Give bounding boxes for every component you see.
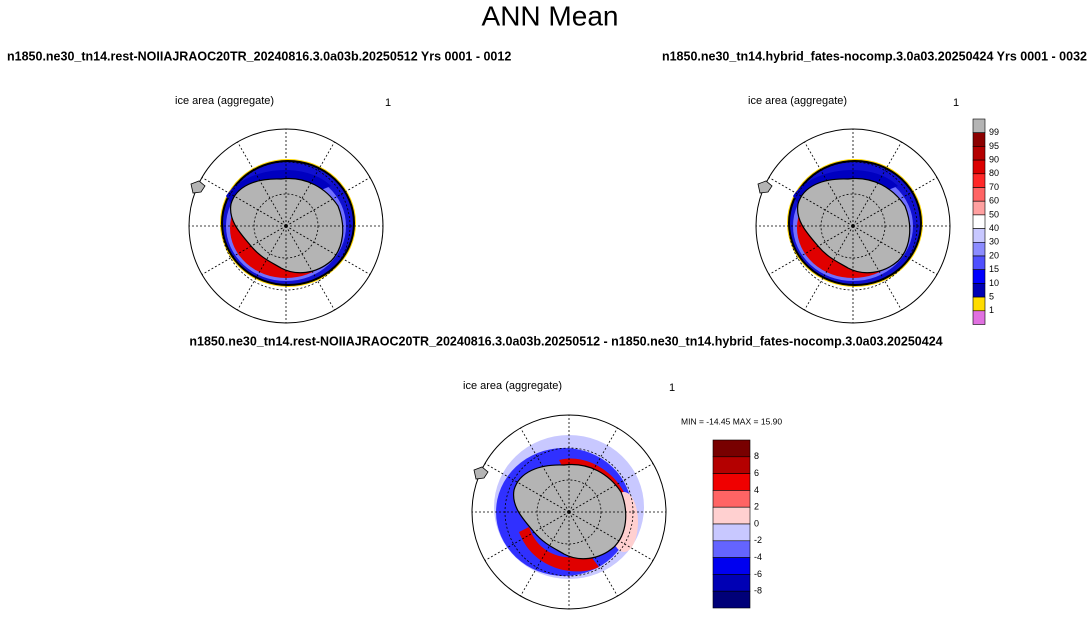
- land: [473, 466, 489, 480]
- map-title: ice area (aggregate): [463, 380, 562, 392]
- graticule: [568, 511, 654, 561]
- graticule: [484, 463, 570, 513]
- map-title: ice area (aggregate): [175, 95, 274, 107]
- graticule: [520, 427, 570, 513]
- graticule: [568, 463, 654, 513]
- graticule: [852, 141, 902, 227]
- colorbar-swatch: [972, 187, 986, 202]
- colorbar-label: 80: [989, 168, 999, 178]
- colorbar-swatch: [972, 269, 986, 284]
- colorbar-swatch: [972, 310, 986, 325]
- colorbar-label: 95: [989, 141, 999, 151]
- graticule: [285, 225, 335, 311]
- graticule: [520, 511, 570, 597]
- colorbar-swatch: [972, 296, 986, 312]
- colorbar-swatch: [712, 473, 751, 491]
- colorbar-label: 8: [754, 451, 759, 461]
- colorbar-label: 5: [989, 291, 994, 301]
- polar-map: [755, 128, 951, 324]
- colorbar-swatch: [712, 590, 751, 609]
- colorbar-label: 15: [989, 264, 999, 274]
- colorbar-label: 99: [989, 127, 999, 137]
- panel-header: n1850.ne30_tn14.hybrid_fates-nocomp.3.0a…: [662, 49, 1087, 63]
- panel-header: n1850.ne30_tn14.rest-NOIIAJRAOC20TR_2024…: [189, 334, 942, 348]
- polar-map: [188, 128, 384, 324]
- colorbar-swatch: [972, 132, 986, 147]
- graticule: [201, 177, 287, 227]
- figure-title: ANN Mean: [482, 0, 619, 31]
- colorbar-swatch: [712, 456, 751, 474]
- colorbar-swatch: [712, 439, 751, 458]
- graticule: [852, 177, 938, 227]
- colorbar-swatch: [972, 228, 986, 243]
- colorbar-swatch: [972, 159, 986, 175]
- colorbar-label: 90: [989, 154, 999, 164]
- graticule: [285, 177, 371, 227]
- graticule: [285, 141, 335, 227]
- colorbar-label: 70: [989, 182, 999, 192]
- map-number: 1: [669, 382, 675, 394]
- colorbar-label: 2: [754, 502, 759, 512]
- land: [190, 180, 206, 194]
- colorbar-swatch: [972, 214, 986, 229]
- graticule: [768, 177, 854, 227]
- colorbar-label: 10: [989, 278, 999, 288]
- colorbar-label: -2: [754, 535, 762, 545]
- colorbar-swatch: [712, 540, 751, 558]
- colorbar-label: 0: [754, 518, 759, 528]
- colorbar-label: -4: [754, 552, 762, 562]
- maps: [188, 128, 951, 610]
- colorbar-label: 30: [989, 237, 999, 247]
- colorbar-label: -8: [754, 586, 762, 596]
- colorbar-swatch: [972, 255, 986, 270]
- land: [757, 180, 773, 194]
- colorbar-swatch: [972, 146, 986, 161]
- colorbar-swatch: [712, 490, 751, 508]
- map-number: 1: [953, 97, 959, 109]
- colorbar-swatch: [712, 574, 751, 592]
- graticule: [568, 511, 618, 597]
- colorbar-label: 1: [989, 305, 994, 315]
- colorbar-swatch: [972, 200, 986, 216]
- graticule: [768, 225, 854, 275]
- graticule: [568, 427, 618, 513]
- colorbar-label: 6: [754, 468, 759, 478]
- colorbar-swatch: [972, 173, 986, 188]
- graticule: [484, 511, 570, 561]
- colorbar-swatch: [972, 283, 986, 298]
- graticule: [237, 141, 287, 227]
- graticule: [852, 225, 938, 275]
- graticule: [852, 225, 902, 311]
- graticule: [237, 225, 287, 311]
- colorbar-label: 4: [754, 485, 759, 495]
- colorbar-swatch: [712, 557, 751, 575]
- colorbar-label: 50: [989, 209, 999, 219]
- colorbar-label: 60: [989, 196, 999, 206]
- min-max: MIN = -14.45 MAX = 15.90: [681, 416, 782, 426]
- colorbar-swatch: [712, 523, 751, 542]
- polar-map: [471, 414, 667, 610]
- diff-blob: [519, 527, 599, 572]
- graticule: [804, 225, 854, 311]
- colorbar-label: 20: [989, 250, 999, 260]
- graticule: [804, 141, 854, 227]
- colorbar-label: -6: [754, 569, 762, 579]
- colorbar-swatch: [972, 118, 986, 133]
- map-number: 1: [385, 97, 391, 109]
- colorbar-swatch: [712, 506, 751, 525]
- map-title: ice area (aggregate): [748, 95, 847, 107]
- panel-header: n1850.ne30_tn14.rest-NOIIAJRAOC20TR_2024…: [7, 49, 511, 63]
- graticule: [201, 225, 287, 275]
- colorbar-label: 40: [989, 223, 999, 233]
- colorbar-swatch: [972, 242, 986, 257]
- graticule: [285, 225, 371, 275]
